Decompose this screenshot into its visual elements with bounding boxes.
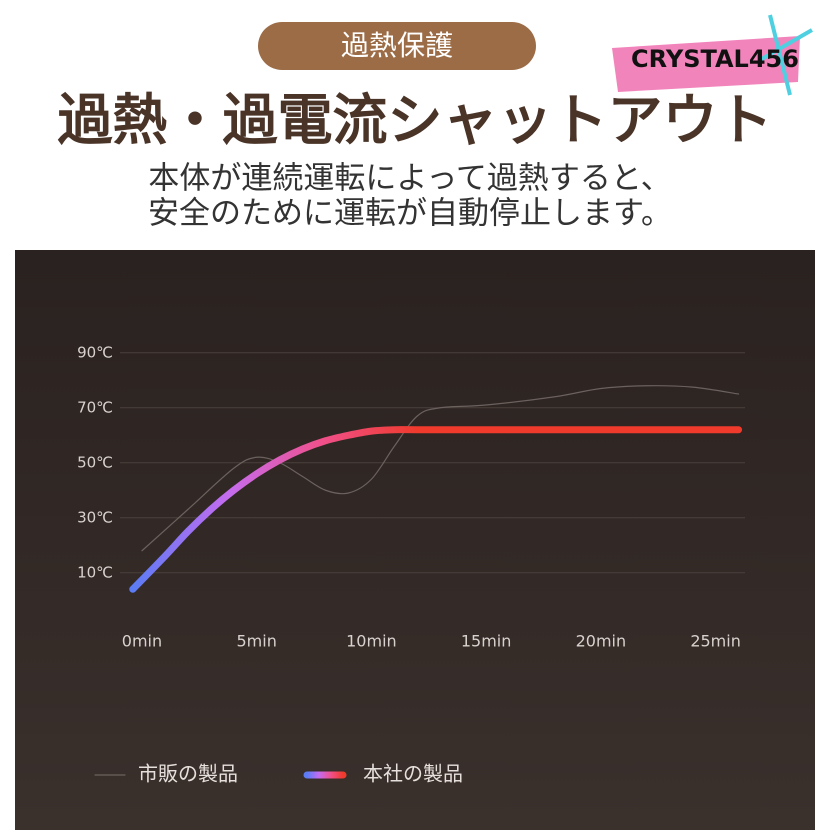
watermark-brush: [612, 36, 800, 92]
y-tick-label: 30℃: [77, 508, 113, 526]
y-tick-label: 70℃: [77, 398, 113, 416]
x-tick-label: 15min: [461, 632, 512, 651]
headline: 過熱・過電流シャットアウト: [57, 88, 772, 152]
x-tick-label: 0min: [122, 632, 162, 651]
series-line: [129, 426, 743, 593]
description-line: 本体が連続運転によって過熱すると、: [148, 161, 671, 197]
description-line: 安全のために運転が自動停止します。: [148, 196, 672, 232]
y-tick-label: 50℃: [77, 453, 113, 471]
chart: 10℃ 30℃ 50℃ 70℃ 90℃ 0min 5min 10min 15min 20min 25…: [77, 343, 745, 786]
y-tick-label: 90℃: [77, 343, 113, 361]
x-tick-label: 10min: [346, 632, 397, 651]
badge-pill: [258, 22, 536, 70]
badge-text: 過熱保護: [341, 29, 453, 62]
series-line: [141, 385, 740, 552]
x-tick-label: 20min: [576, 632, 627, 651]
watermark-accent: [759, 14, 813, 96]
y-tick-label: 10℃: [77, 563, 113, 581]
chart-panel: [15, 250, 815, 830]
x-tick-label: 5min: [236, 632, 276, 651]
legend-label: 市販の製品: [138, 762, 238, 786]
watermark: CRYSTAL456: [631, 45, 799, 73]
x-tick-label: 25min: [690, 632, 741, 651]
legend-label: 本社の製品: [363, 762, 463, 786]
